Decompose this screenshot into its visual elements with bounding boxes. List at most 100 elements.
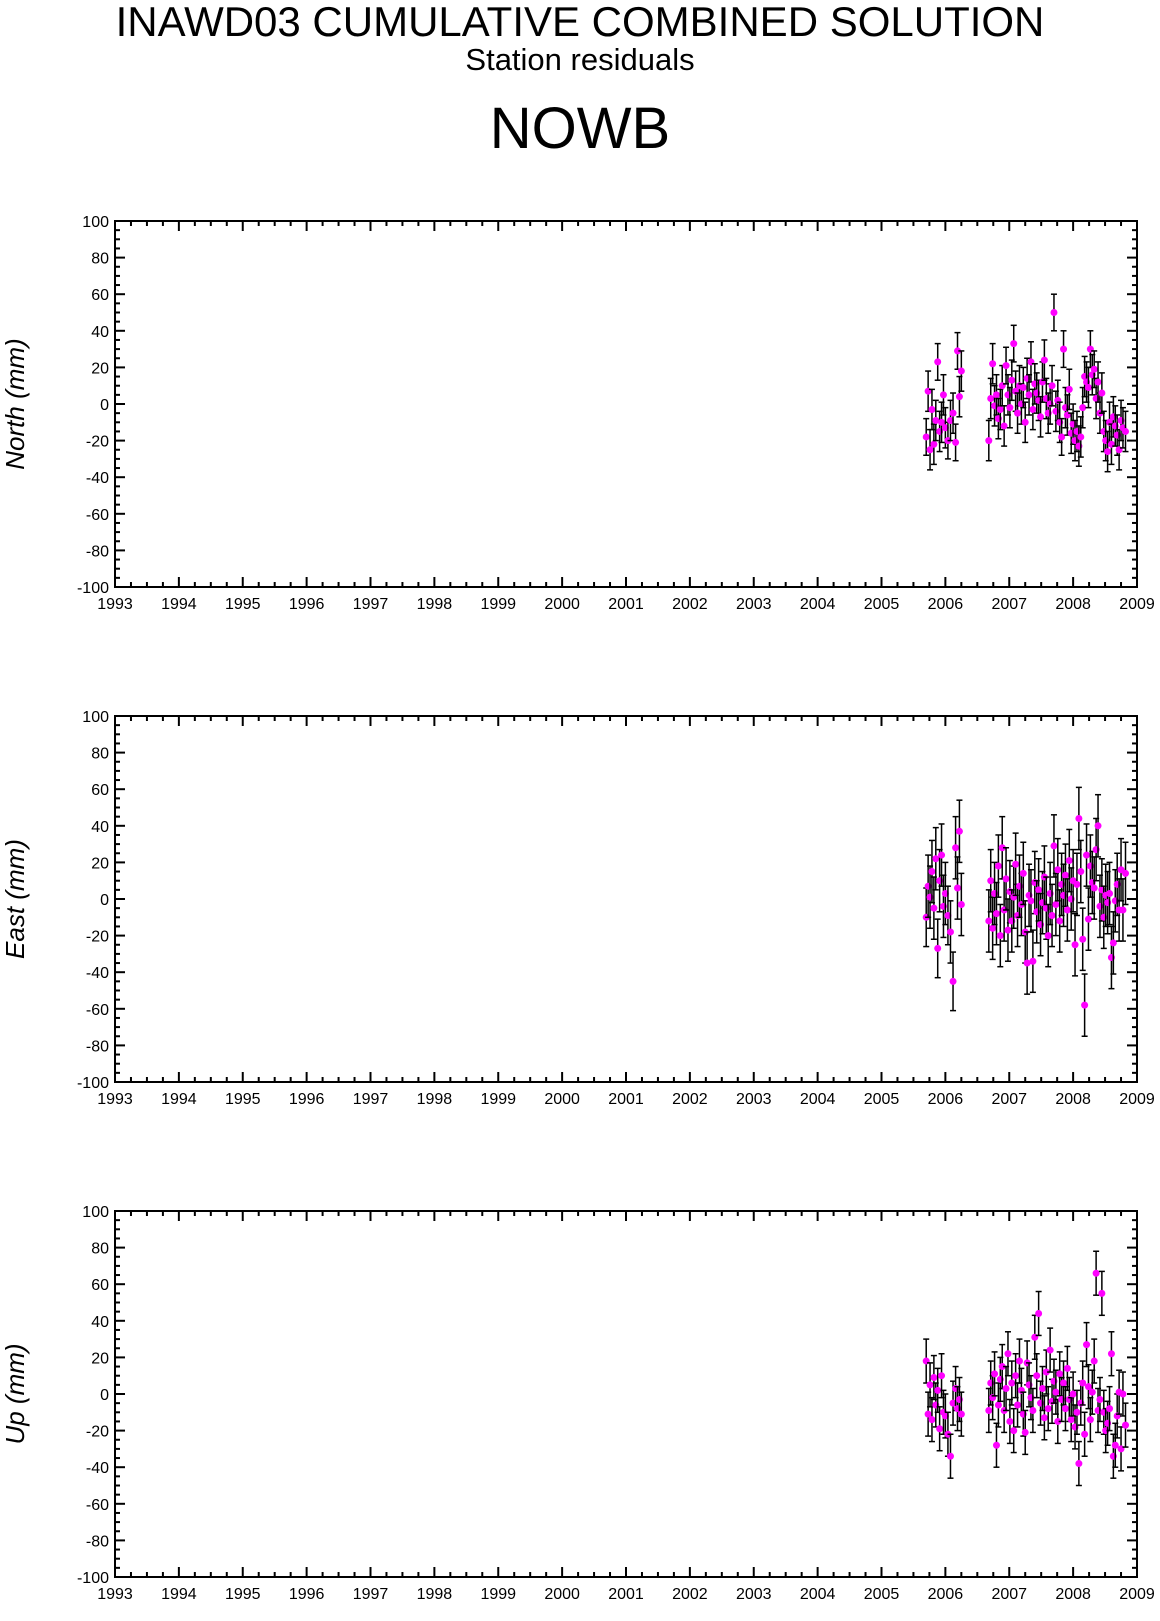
y-tick-label: 100 (82, 709, 109, 726)
y-tick-label: 80 (91, 1241, 109, 1258)
data-point (1119, 1390, 1127, 1398)
data-point (987, 395, 995, 403)
data-point (1081, 1001, 1089, 1009)
data-point (996, 405, 1004, 413)
data-point (1086, 1416, 1094, 1424)
x-tick-label: 2004 (800, 1586, 836, 1603)
data-point (952, 844, 960, 852)
data-point (1075, 814, 1083, 822)
data-point (1002, 875, 1010, 883)
data-point (1004, 926, 1012, 934)
y-tick-label: -40 (86, 470, 109, 487)
data-point (1092, 1269, 1100, 1277)
data-point (987, 877, 995, 885)
data-point (949, 1399, 957, 1407)
data-point (1029, 1406, 1037, 1414)
data-point (1077, 868, 1085, 876)
y-tick-label: 60 (91, 287, 109, 304)
data-point (1073, 1408, 1081, 1416)
data-point (1079, 404, 1087, 412)
data-point (928, 405, 936, 413)
data-point (1122, 1421, 1130, 1429)
x-tick-label: 2003 (736, 1586, 772, 1603)
data-point (1073, 880, 1081, 888)
x-tick-label: 2007 (991, 1586, 1027, 1603)
data-point (1109, 939, 1117, 947)
x-tick-label: 1999 (480, 1586, 516, 1603)
data-point (1027, 897, 1035, 905)
data-point (1067, 1416, 1075, 1424)
data-point (957, 367, 965, 375)
data-point (1042, 1368, 1050, 1376)
data-point (1029, 957, 1037, 965)
plot-frame (114, 715, 1138, 1083)
data-point (930, 1374, 938, 1382)
y-tick-label: 40 (91, 1314, 109, 1331)
data-point (1035, 886, 1043, 894)
data-point (1025, 391, 1033, 399)
data-point (1052, 900, 1060, 908)
data-point (1065, 857, 1073, 865)
data-point (1079, 1379, 1087, 1387)
x-tick-label: 1993 (97, 596, 133, 613)
y-tick-label: -80 (86, 1533, 109, 1550)
plot-frame (114, 220, 1138, 588)
data-point (1019, 869, 1027, 877)
data-point (1012, 1372, 1020, 1380)
data-point (926, 1381, 934, 1389)
x-tick-label: 1998 (417, 596, 453, 613)
y-tick-label: -20 (86, 929, 109, 946)
data-point (1023, 959, 1031, 967)
data-point (954, 884, 962, 892)
data-point (941, 890, 949, 898)
y-tick-label: 20 (91, 360, 109, 377)
y-tick-label: 60 (91, 1277, 109, 1294)
data-point (1060, 345, 1068, 353)
data-point (1050, 842, 1058, 850)
x-tick-label: 1997 (353, 1091, 389, 1108)
x-tick-label: 1997 (353, 596, 389, 613)
y-tick-label: -100 (77, 580, 109, 597)
data-point (1052, 1388, 1060, 1396)
data-point (985, 917, 993, 925)
x-tick-label: 1997 (353, 1586, 389, 1603)
data-point (946, 928, 954, 936)
x-tick-label: 2003 (736, 596, 772, 613)
data-point (1014, 1401, 1022, 1409)
x-tick-label: 1998 (417, 1586, 453, 1603)
data-point (944, 911, 952, 919)
x-tick-label: 1996 (289, 596, 325, 613)
x-tick-label: 2004 (800, 1091, 836, 1108)
data-point (1029, 405, 1037, 413)
data-point (1040, 356, 1048, 364)
x-tick-label: 2009 (1119, 596, 1155, 613)
y-tick-label: -60 (86, 1002, 109, 1019)
data-point (1021, 418, 1029, 426)
x-tick-label: 1995 (225, 596, 261, 613)
data-point (1090, 884, 1098, 892)
data-point (1056, 917, 1064, 925)
x-tick-label: 2000 (544, 1586, 580, 1603)
y-axis-label: East (mm) (0, 839, 30, 959)
panel-2: 1993 1994 1995 1996 1997 1998 1999 2000 2001 2002… (0, 1204, 1155, 1603)
x-tick-label: 2004 (800, 596, 836, 613)
data-point (938, 851, 946, 859)
data-point (1002, 1385, 1010, 1393)
data-point (941, 1412, 949, 1420)
data-point (952, 438, 960, 446)
data-point (1000, 422, 1008, 430)
y-tick-label: -40 (86, 965, 109, 982)
x-tick-label: 2007 (991, 596, 1027, 613)
x-tick-label: 2005 (864, 1091, 900, 1108)
data-point (1044, 932, 1052, 940)
data-point (996, 932, 1004, 940)
data-point (991, 1370, 999, 1378)
data-point (1035, 1309, 1043, 1317)
x-tick-label: 2003 (736, 1091, 772, 1108)
data-point (1094, 378, 1102, 386)
x-tick-label: 1995 (225, 1586, 261, 1603)
data-point (1048, 911, 1056, 919)
y-axis-label: Up (mm) (0, 1343, 30, 1444)
data-point (1046, 1346, 1054, 1354)
